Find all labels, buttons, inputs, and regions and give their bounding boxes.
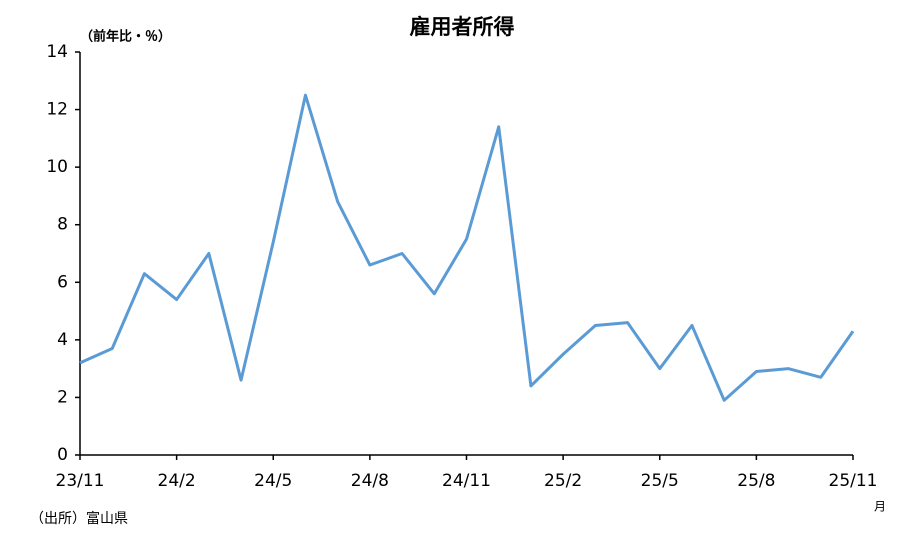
y-tick-label: 8 [57,215,68,235]
x-tick-label: 24/8 [351,471,389,491]
y-tick-label: 6 [57,272,68,292]
line-series [79,93,855,402]
source: （出所）富山県 [30,510,128,527]
x-tick-label: 23/11 [56,471,105,491]
y-tick-label: 4 [57,330,68,350]
chart-title: 雇用者所得 [410,15,515,39]
x-unit: 月 [874,500,886,514]
x-tick-label: 24/2 [158,471,196,491]
y-tick-label: 2 [57,387,68,407]
y-axis-label: （前年比・％） [80,29,171,45]
y-tick-label: 10 [46,157,68,177]
x-tick-label: 25/8 [737,471,775,491]
y-tick-label: 14 [46,42,68,62]
x-tick-label: 24/11 [442,471,491,491]
x-tick-label: 24/5 [254,471,292,491]
x-tick-label: 25/11 [829,471,878,491]
y-tick-label: 0 [57,445,68,465]
y-tick-label: 12 [46,100,68,120]
x-tick-label: 25/2 [544,471,582,491]
x-tick-label: 25/5 [641,471,679,491]
